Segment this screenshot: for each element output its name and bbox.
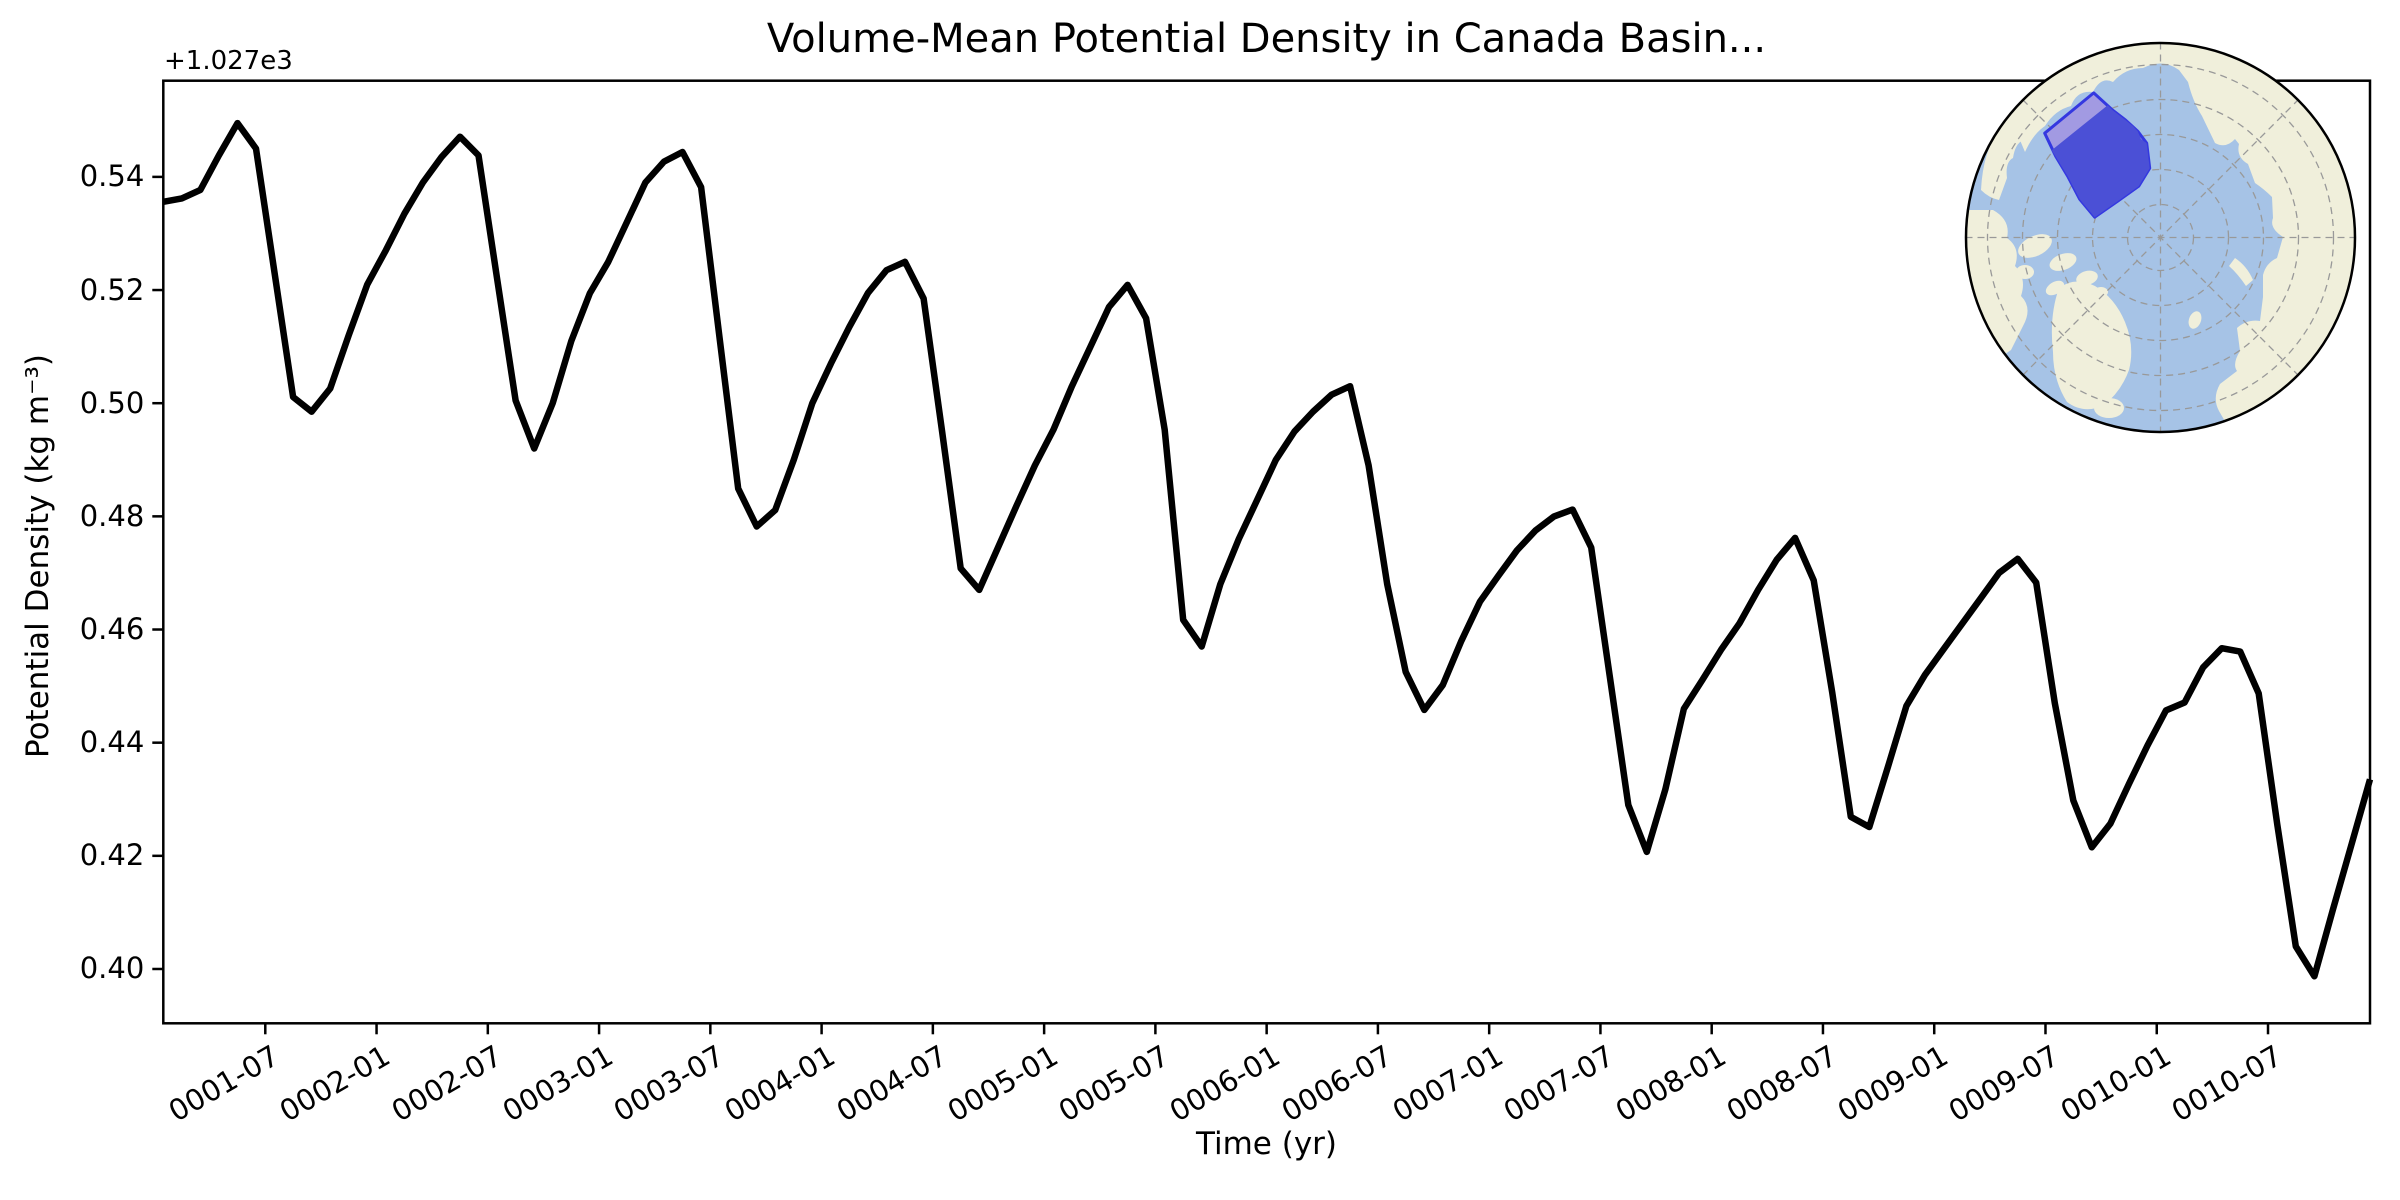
y-tick-label: 0.48	[79, 498, 145, 533]
land-north-america	[1966, 210, 2028, 380]
canada-basin-region-mask	[2051, 105, 2150, 218]
land-iceland	[2094, 398, 2124, 418]
land-canadian-archipelago	[2016, 234, 2115, 325]
land-alaska	[1981, 100, 2041, 200]
y-tick-label: 0.46	[79, 612, 145, 646]
land-svalbard	[2188, 311, 2202, 329]
y-tick-label: 0.54	[79, 159, 145, 194]
inset-polar-map	[1964, 41, 2357, 434]
land-siberia	[2003, 43, 2355, 432]
y-tick-label: 0.52	[79, 272, 145, 307]
y-axis-offset-label: +1.027e3	[164, 46, 293, 76]
potential-density-line	[162, 119, 2374, 980]
map-border	[1964, 41, 2357, 434]
land-novaya-zemlya	[2229, 258, 2253, 286]
y-tick-label: 0.50	[79, 385, 145, 420]
y-tick-label: 0.40	[79, 951, 145, 986]
y-tick-label: 0.44	[79, 725, 145, 760]
x-axis-label: Time (yr)	[1196, 1126, 1337, 1162]
y-tick-label: 0.42	[79, 838, 145, 873]
chart-title: Volume-Mean Potential Density in Canada …	[766, 16, 1767, 62]
